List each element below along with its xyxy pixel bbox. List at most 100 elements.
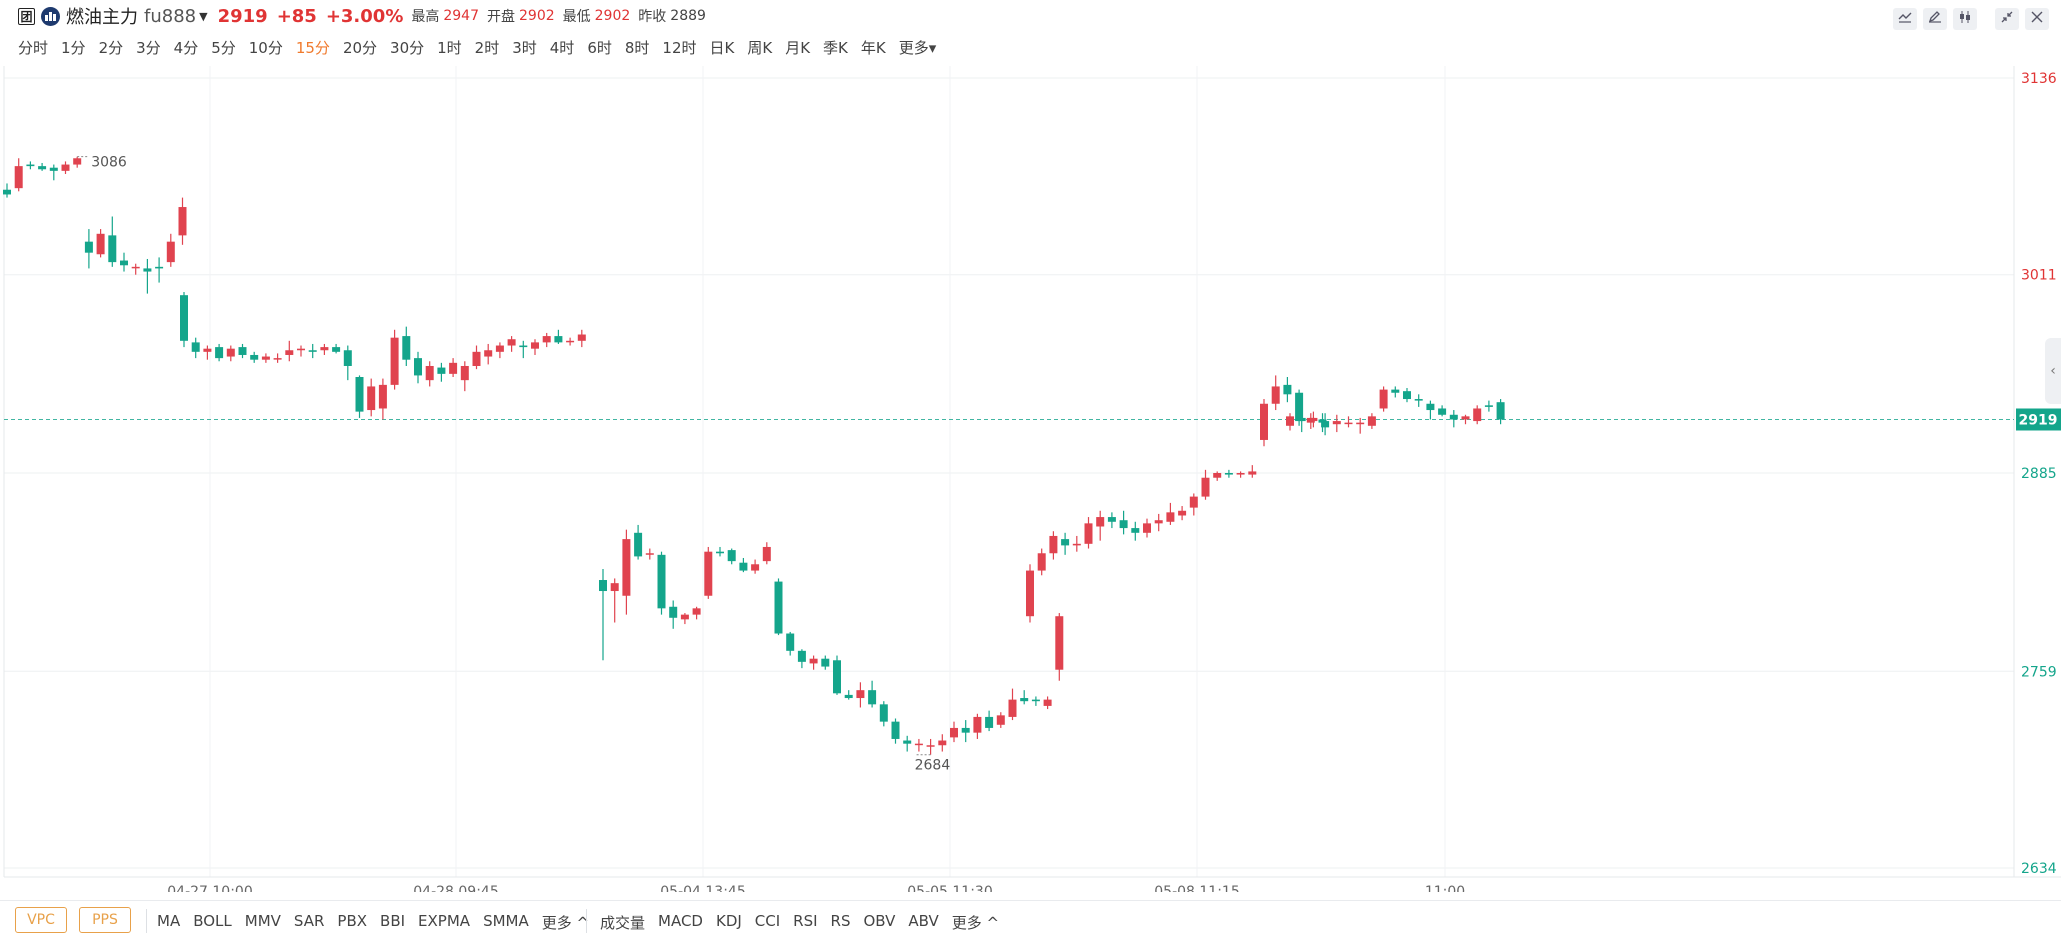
candle-body bbox=[657, 554, 666, 609]
minimize-icon[interactable] bbox=[1995, 8, 2019, 30]
candle-body bbox=[1391, 389, 1400, 393]
candle-body bbox=[215, 347, 224, 359]
period-17[interactable]: 日K bbox=[709, 38, 735, 57]
period-1[interactable]: 1分 bbox=[61, 38, 86, 57]
sub-indicator-6[interactable]: OBV bbox=[863, 912, 896, 930]
period-22[interactable]: 更多▾ bbox=[898, 38, 937, 57]
candle-body bbox=[1449, 414, 1458, 420]
candle-body bbox=[1026, 570, 1034, 617]
candle-body bbox=[554, 336, 563, 343]
candle-body bbox=[950, 727, 958, 738]
period-8[interactable]: 20分 bbox=[342, 38, 378, 57]
period-15[interactable]: 8时 bbox=[624, 38, 650, 57]
sub-indicator-8[interactable]: 更多 ^ bbox=[951, 914, 1000, 932]
period-6[interactable]: 10分 bbox=[248, 38, 283, 57]
candle-body bbox=[1344, 422, 1353, 425]
main-indicator-0[interactable]: MA bbox=[157, 912, 181, 930]
main-indicator-6[interactable]: EXPMA bbox=[418, 912, 471, 930]
pps-tag[interactable]: PPS bbox=[79, 907, 131, 933]
quote-summary: 团 燃油主力 fu888 ▼ 2919 +85 +3.00% 最高 2947 开… bbox=[18, 4, 714, 28]
candle-style-icon[interactable] bbox=[1953, 8, 1977, 30]
period-11[interactable]: 2时 bbox=[474, 38, 500, 57]
period-3[interactable]: 3分 bbox=[136, 38, 161, 57]
candle-body bbox=[1438, 408, 1447, 415]
x-tick-label: 05-04 13:45 bbox=[660, 884, 745, 892]
instrument-name[interactable]: 燃油主力 bbox=[66, 7, 138, 28]
candle-body bbox=[1297, 417, 1306, 422]
sub-indicator-7[interactable]: ABV bbox=[908, 912, 939, 930]
instrument-code[interactable]: fu888 bbox=[144, 5, 197, 27]
last-price-tag bbox=[2016, 408, 2061, 431]
candle-body bbox=[250, 354, 259, 360]
candle-body bbox=[797, 650, 806, 662]
candle-body bbox=[610, 583, 619, 592]
sub-indicator-5[interactable]: RS bbox=[830, 912, 851, 930]
period-4[interactable]: 4分 bbox=[173, 38, 199, 57]
period-9[interactable]: 30分 bbox=[390, 38, 425, 57]
divider bbox=[146, 909, 147, 933]
line-tool-icon[interactable] bbox=[1893, 8, 1917, 30]
sub-indicator-4[interactable]: RSI bbox=[793, 912, 818, 930]
sub-indicators: 成交量 MACD KDJ CCI RSI RS OBV ABV 更多 ^ bbox=[600, 912, 1012, 932]
candle-body bbox=[519, 345, 528, 348]
instrument-dropdown-icon[interactable]: ▼ bbox=[199, 9, 208, 23]
sub-indicator-1[interactable]: MACD bbox=[658, 912, 703, 930]
indicator-bar: VPC PPS MA BOLL MMV SAR PBX BBI EXPMA SMMA 更多 ^ … bbox=[0, 900, 2061, 943]
candle-body bbox=[273, 358, 282, 360]
candle-body bbox=[692, 608, 701, 615]
main-indicator-4[interactable]: PBX bbox=[337, 912, 368, 930]
main-indicator-3[interactable]: SAR bbox=[293, 912, 325, 930]
candle-body bbox=[1154, 520, 1163, 524]
period-10[interactable]: 1时 bbox=[437, 38, 462, 57]
period-19[interactable]: 月K bbox=[785, 38, 811, 57]
candle-body bbox=[1096, 517, 1105, 527]
candle-body bbox=[332, 347, 341, 352]
candle-body bbox=[938, 740, 947, 746]
group-icon[interactable]: 团 bbox=[18, 7, 35, 25]
close-icon[interactable] bbox=[2025, 8, 2049, 30]
candle-body bbox=[1020, 698, 1029, 702]
period-0[interactable]: 分时 bbox=[18, 38, 49, 57]
period-16[interactable]: 12时 bbox=[662, 38, 697, 57]
prev-close-label: 昨收 bbox=[638, 9, 667, 25]
x-tick-label: 11:00 bbox=[1425, 884, 1465, 892]
y-tick-label: 3011 bbox=[2021, 268, 2057, 284]
exchange-logo-icon bbox=[41, 6, 60, 26]
candle-body bbox=[1084, 523, 1093, 544]
candle-body bbox=[1037, 553, 1046, 571]
candle-body bbox=[1107, 517, 1116, 522]
vpc-tag[interactable]: VPC bbox=[15, 907, 67, 933]
candle-body bbox=[704, 551, 713, 596]
period-7[interactable]: 15分 bbox=[295, 38, 330, 57]
main-indicator-7[interactable]: SMMA bbox=[483, 912, 529, 930]
period-18[interactable]: 周K bbox=[747, 38, 773, 57]
main-indicator-1[interactable]: BOLL bbox=[193, 912, 232, 930]
main-indicator-8[interactable]: 更多 ^ bbox=[541, 914, 590, 932]
sub-indicator-3[interactable]: CCI bbox=[754, 912, 781, 930]
main-indicator-2[interactable]: MMV bbox=[244, 912, 281, 930]
candle-body bbox=[1283, 384, 1292, 395]
period-12[interactable]: 3时 bbox=[512, 38, 537, 57]
candlestick-chart[interactable]: 04-27 10:00 04-28 09:45 05-04 13:45 05-05 1… bbox=[0, 66, 2061, 892]
main-indicator-5[interactable]: BBI bbox=[380, 912, 406, 930]
period-14[interactable]: 6时 bbox=[587, 38, 612, 57]
sub-indicator-2[interactable]: KDJ bbox=[715, 912, 742, 930]
candle-body bbox=[961, 727, 970, 733]
side-panel-toggle[interactable]: ‹ bbox=[2045, 338, 2061, 404]
pen-tool-icon[interactable] bbox=[1923, 8, 1947, 30]
candle-body bbox=[226, 348, 235, 357]
sub-indicator-0[interactable]: 成交量 bbox=[600, 914, 646, 932]
period-21[interactable]: 年K bbox=[860, 38, 886, 57]
open-value: 2902 bbox=[519, 8, 555, 24]
period-20[interactable]: 季K bbox=[823, 38, 848, 57]
period-13[interactable]: 4时 bbox=[549, 38, 575, 57]
period-2[interactable]: 2分 bbox=[98, 38, 124, 57]
candle-body bbox=[577, 334, 586, 341]
y-tick-label: 2885 bbox=[2021, 466, 2057, 482]
period-5[interactable]: 5分 bbox=[211, 38, 236, 57]
price-change: +85 bbox=[276, 5, 317, 27]
candle-body bbox=[108, 235, 117, 263]
candle-body bbox=[1473, 408, 1482, 422]
candle-body bbox=[914, 743, 923, 746]
candle-body bbox=[1031, 699, 1040, 702]
